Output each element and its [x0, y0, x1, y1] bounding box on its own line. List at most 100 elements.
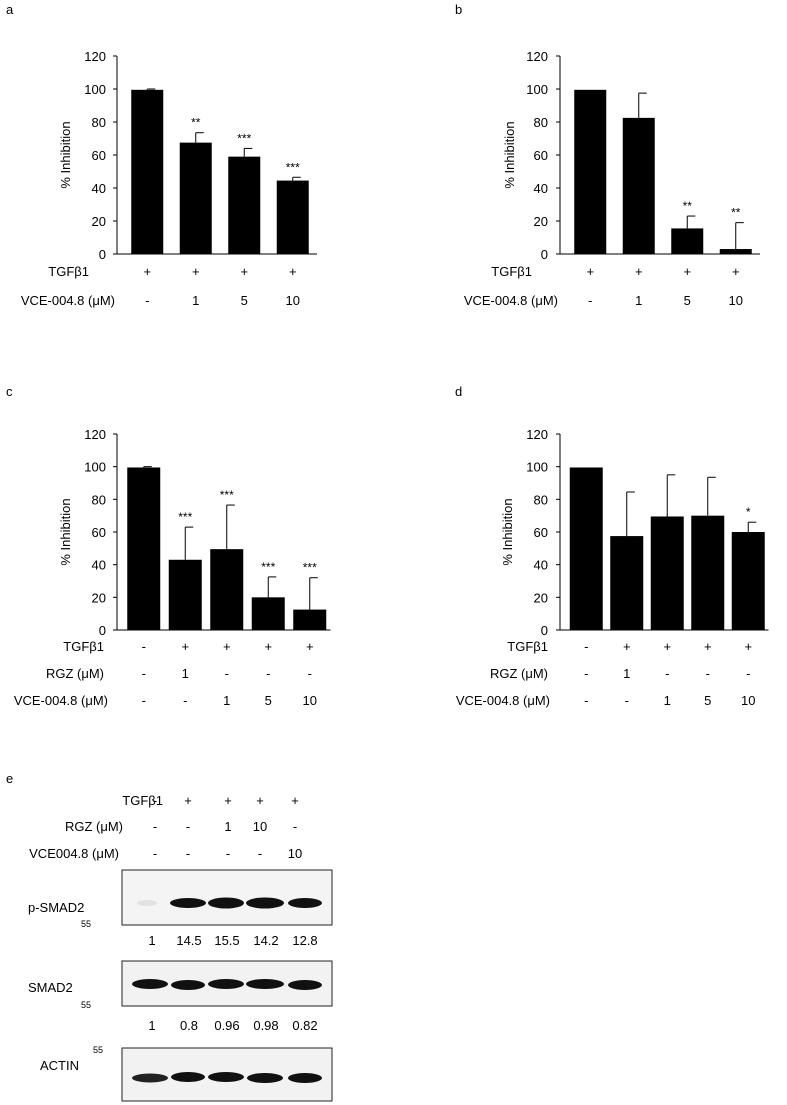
condition-value: - [145, 293, 149, 308]
y-tick-label: 20 [92, 590, 106, 605]
blot-condition-value: + [256, 793, 264, 808]
significance-marker: ** [683, 199, 693, 213]
condition-value: + [623, 639, 631, 654]
blot-condition-label: TGFβ1 [122, 793, 163, 808]
condition-value: + [683, 264, 691, 279]
y-tick-label: 60 [92, 525, 106, 540]
condition-value: + [744, 639, 752, 654]
condition-label: VCE-004.8 (μM) [464, 293, 558, 308]
significance-marker: *** [178, 510, 192, 524]
bar [622, 117, 655, 254]
bar [293, 609, 327, 630]
blot-condition-row-vce: VCE004.8 (μM) - - - - 10 [29, 846, 302, 861]
condition-label: VCE-004.8 (μM) [21, 293, 115, 308]
bar [210, 549, 244, 630]
significance-marker: *** [220, 488, 234, 502]
bar [719, 249, 752, 254]
y-tick-label: 40 [92, 181, 106, 196]
condition-value: - [584, 666, 588, 681]
blot-quant-value: 0.8 [180, 1018, 198, 1033]
chart-c: 0 20 40 60 80 100 120 % Inhibition *** *** *** *** T… [14, 427, 331, 708]
condition-value: - [588, 293, 592, 308]
blot-condition-row-rgz: RGZ (μM) - - 1 10 - [65, 819, 297, 834]
western-blot: TGFβ1 - + + + + RGZ (μM) - - 1 10 - VCE0… [28, 793, 333, 1102]
y-tick-label: 100 [84, 82, 106, 97]
blot-condition-label: VCE004.8 (μM) [29, 846, 119, 861]
y-tick-label: 0 [541, 247, 548, 262]
condition-value: 1 [223, 693, 230, 708]
condition-value: - [584, 693, 588, 708]
condition-value: + [289, 264, 297, 279]
blot-band [246, 979, 284, 989]
blot-band [132, 1073, 168, 1083]
y-tick-label: 40 [534, 558, 548, 573]
blot-condition-value: 1 [224, 819, 231, 834]
blot-condition-value: + [184, 793, 192, 808]
y-tick-label: 120 [84, 49, 106, 64]
y-tick-label: 40 [92, 558, 106, 573]
blot-condition-value: - [153, 819, 157, 834]
bar [251, 597, 285, 630]
blot-marker-smad2: 55 [81, 1000, 91, 1010]
y-tick-label: 80 [92, 115, 106, 130]
condition-value: 1 [635, 293, 642, 308]
y-tick-label: 0 [99, 623, 106, 638]
condition-value: 5 [241, 293, 248, 308]
blot-condition-value: + [224, 793, 232, 808]
condition-value: + [192, 264, 200, 279]
y-tick-label: 80 [534, 492, 548, 507]
condition-value: + [223, 639, 231, 654]
blot-condition-value: 10 [288, 846, 302, 861]
blot-quant-value: 15.5 [214, 933, 239, 948]
blot-condition-value: - [258, 846, 262, 861]
condition-value: - [225, 666, 229, 681]
y-tick-label: 120 [526, 49, 548, 64]
blot-quant-value: 1 [148, 933, 155, 948]
y-tick-label: 40 [534, 181, 548, 196]
y-axis-title: % Inhibition [58, 498, 73, 565]
blot-label-p-smad2: p-SMAD2 [28, 900, 84, 915]
y-tick-label: 80 [534, 115, 548, 130]
blot-quant-value: 0.98 [253, 1018, 278, 1033]
condition-value: - [142, 693, 146, 708]
condition-value: - [746, 666, 750, 681]
panel-label-c: c [6, 384, 13, 399]
y-tick-label: 100 [84, 460, 106, 475]
blot-quant-value: 0.82 [292, 1018, 317, 1033]
condition-value: 1 [623, 666, 630, 681]
condition-value: 5 [684, 293, 691, 308]
significance-marker: *** [261, 560, 275, 574]
blot-condition-value: - [153, 793, 157, 808]
y-axis-title: % Inhibition [502, 121, 517, 188]
condition-value: 1 [664, 693, 671, 708]
condition-value: 10 [741, 693, 755, 708]
condition-value: - [183, 693, 187, 708]
blot-band [288, 980, 322, 990]
condition-value: + [181, 639, 189, 654]
blot-membrane-p-smad2 [121, 869, 333, 926]
condition-value: + [306, 639, 314, 654]
blot-label-actin: ACTIN [40, 1058, 79, 1073]
y-tick-label: 120 [84, 427, 106, 442]
blot-band [170, 898, 206, 908]
bar [574, 89, 607, 254]
condition-value: + [635, 264, 643, 279]
condition-value: 10 [303, 693, 317, 708]
y-tick-label: 60 [92, 148, 106, 163]
blot-marker-p-smad2: 55 [81, 919, 91, 929]
blot-condition-label: RGZ (μM) [65, 819, 123, 834]
y-tick-label: 80 [92, 492, 106, 507]
condition-value: - [665, 666, 669, 681]
condition-label: RGZ (μM) [490, 666, 548, 681]
condition-value: + [586, 264, 594, 279]
blot-band [288, 1073, 322, 1083]
blot-condition-value: + [291, 793, 299, 808]
bar [569, 467, 603, 630]
blot-band [288, 898, 322, 908]
panel-label-d: d [455, 384, 462, 399]
condition-value: - [266, 666, 270, 681]
blot-condition-value: - [153, 846, 157, 861]
significance-marker: *** [237, 131, 251, 145]
y-tick-label: 20 [534, 590, 548, 605]
